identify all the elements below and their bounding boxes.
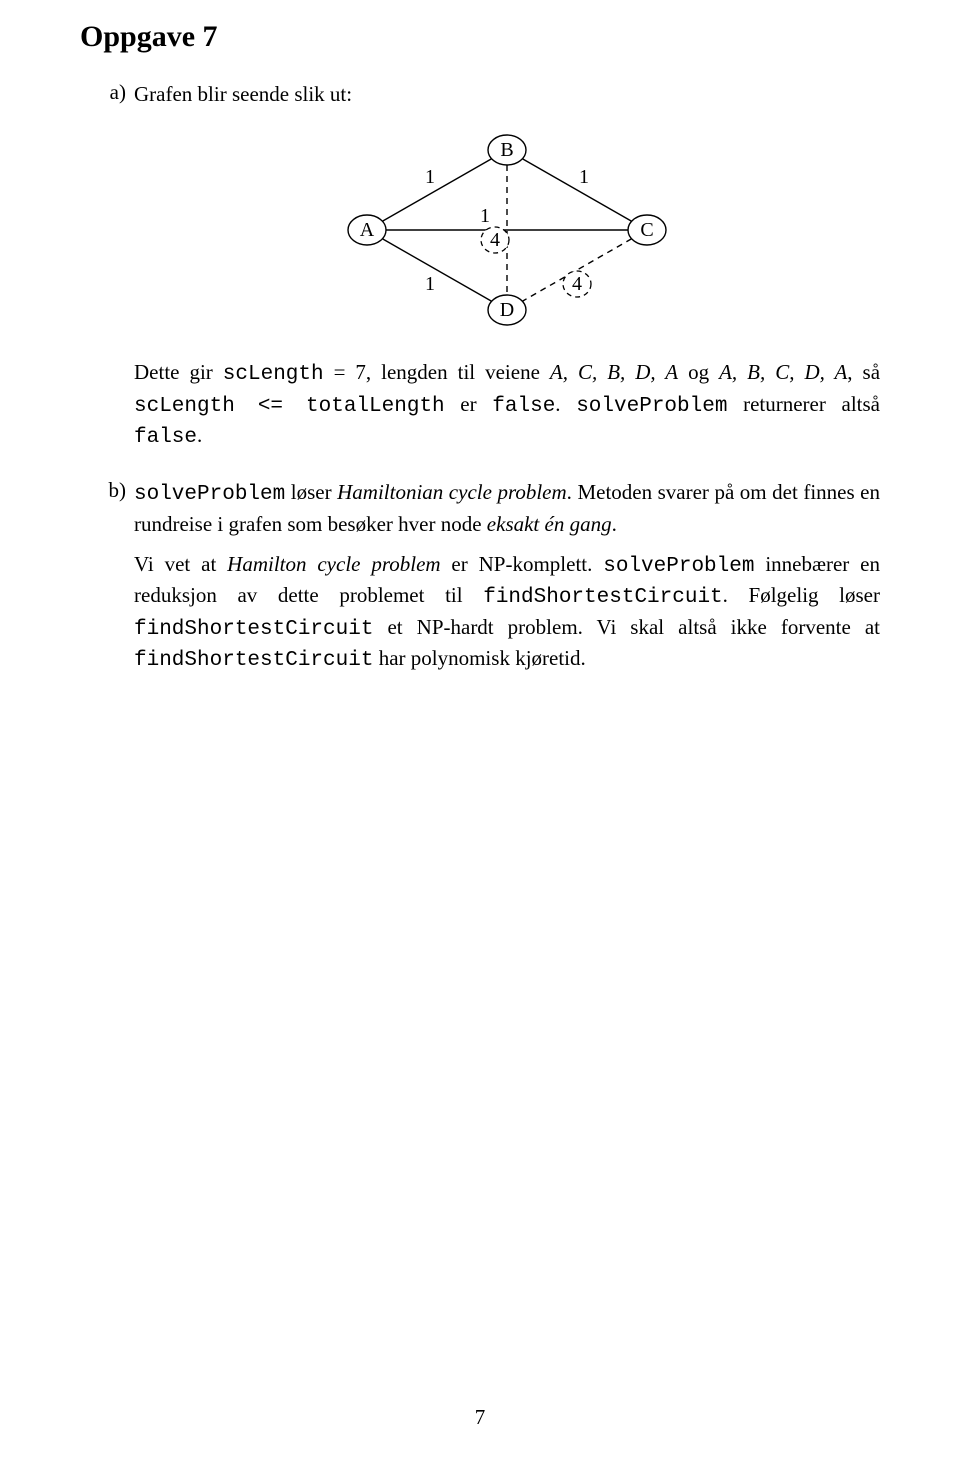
- text: = 7, lengden til veiene: [324, 360, 550, 384]
- text: , så: [847, 360, 880, 384]
- page-number: 7: [0, 1405, 960, 1430]
- graph-container: 111144ABCD: [134, 120, 880, 340]
- item-a-paragraph: Dette gir scLength = 7, lengden til veie…: [134, 358, 880, 452]
- text: er: [445, 392, 493, 416]
- text: og: [678, 360, 719, 384]
- text: er NP-komplett.: [441, 552, 604, 576]
- text: .: [612, 512, 617, 536]
- code: scLength <= totalLength: [134, 395, 445, 418]
- item-a-body: Grafen blir seende slik ut: 111144ABCD D…: [134, 80, 880, 464]
- code: false: [134, 426, 197, 449]
- graph-node-label: B: [500, 139, 513, 161]
- code: scLength: [223, 363, 324, 386]
- math: A, B, C, D, A: [719, 360, 847, 384]
- code: solveProblem: [576, 395, 727, 418]
- edge-weight-label: 4: [572, 273, 582, 295]
- edge-weight-label: 1: [480, 205, 490, 227]
- item-b: b) solveProblem løser Hamiltonian cycle …: [80, 478, 880, 687]
- text: et NP-hardt problem. Vi skal altså ikke …: [373, 615, 880, 639]
- edge-weight-label: 4: [490, 229, 500, 251]
- term: Hamilton cycle problem: [227, 552, 440, 576]
- item-b-paragraph-1: solveProblem løser Hamiltonian cycle pro…: [134, 478, 880, 538]
- text: løser: [285, 480, 337, 504]
- edge-weight-label: 1: [579, 166, 589, 188]
- code: solveProblem: [603, 555, 754, 578]
- graph-node-label: C: [640, 219, 653, 241]
- text: .: [555, 392, 576, 416]
- item-b-paragraph-2: Vi vet at Hamilton cycle problem er NP-k…: [134, 550, 880, 675]
- page: Oppgave 7 a) Grafen blir seende slik ut:…: [0, 0, 960, 1470]
- term: Hamiltonian cycle problem: [337, 480, 567, 504]
- text: Vi vet at: [134, 552, 227, 576]
- item-a-marker: a): [80, 80, 134, 464]
- code: findShortestCircuit: [134, 649, 373, 672]
- edge-weight-label: 1: [425, 166, 435, 188]
- item-a-intro: Grafen blir seende slik ut:: [134, 80, 880, 108]
- item-b-body: solveProblem løser Hamiltonian cycle pro…: [134, 478, 880, 687]
- text: returnerer altså: [727, 392, 880, 416]
- code: solveProblem: [134, 483, 285, 506]
- item-a: a) Grafen blir seende slik ut: 111144ABC…: [80, 80, 880, 464]
- code: false: [492, 395, 555, 418]
- edge-weight-label: 1: [425, 273, 435, 295]
- text: Dette gir: [134, 360, 223, 384]
- math: A, C, B, D, A: [550, 360, 678, 384]
- code: findShortestCircuit: [134, 618, 373, 641]
- graph-node-label: D: [500, 299, 514, 321]
- graph-svg: 111144ABCD: [317, 120, 697, 340]
- text: har polynomisk kjøretid.: [373, 646, 585, 670]
- heading: Oppgave 7: [80, 20, 880, 54]
- text: .: [197, 423, 202, 447]
- code: findShortestCircuit: [483, 586, 722, 609]
- item-b-marker: b): [80, 478, 134, 687]
- text: . Følgelig løser: [723, 583, 880, 607]
- emphasis: eksakt én gang: [487, 512, 612, 536]
- graph-node-label: A: [360, 219, 375, 241]
